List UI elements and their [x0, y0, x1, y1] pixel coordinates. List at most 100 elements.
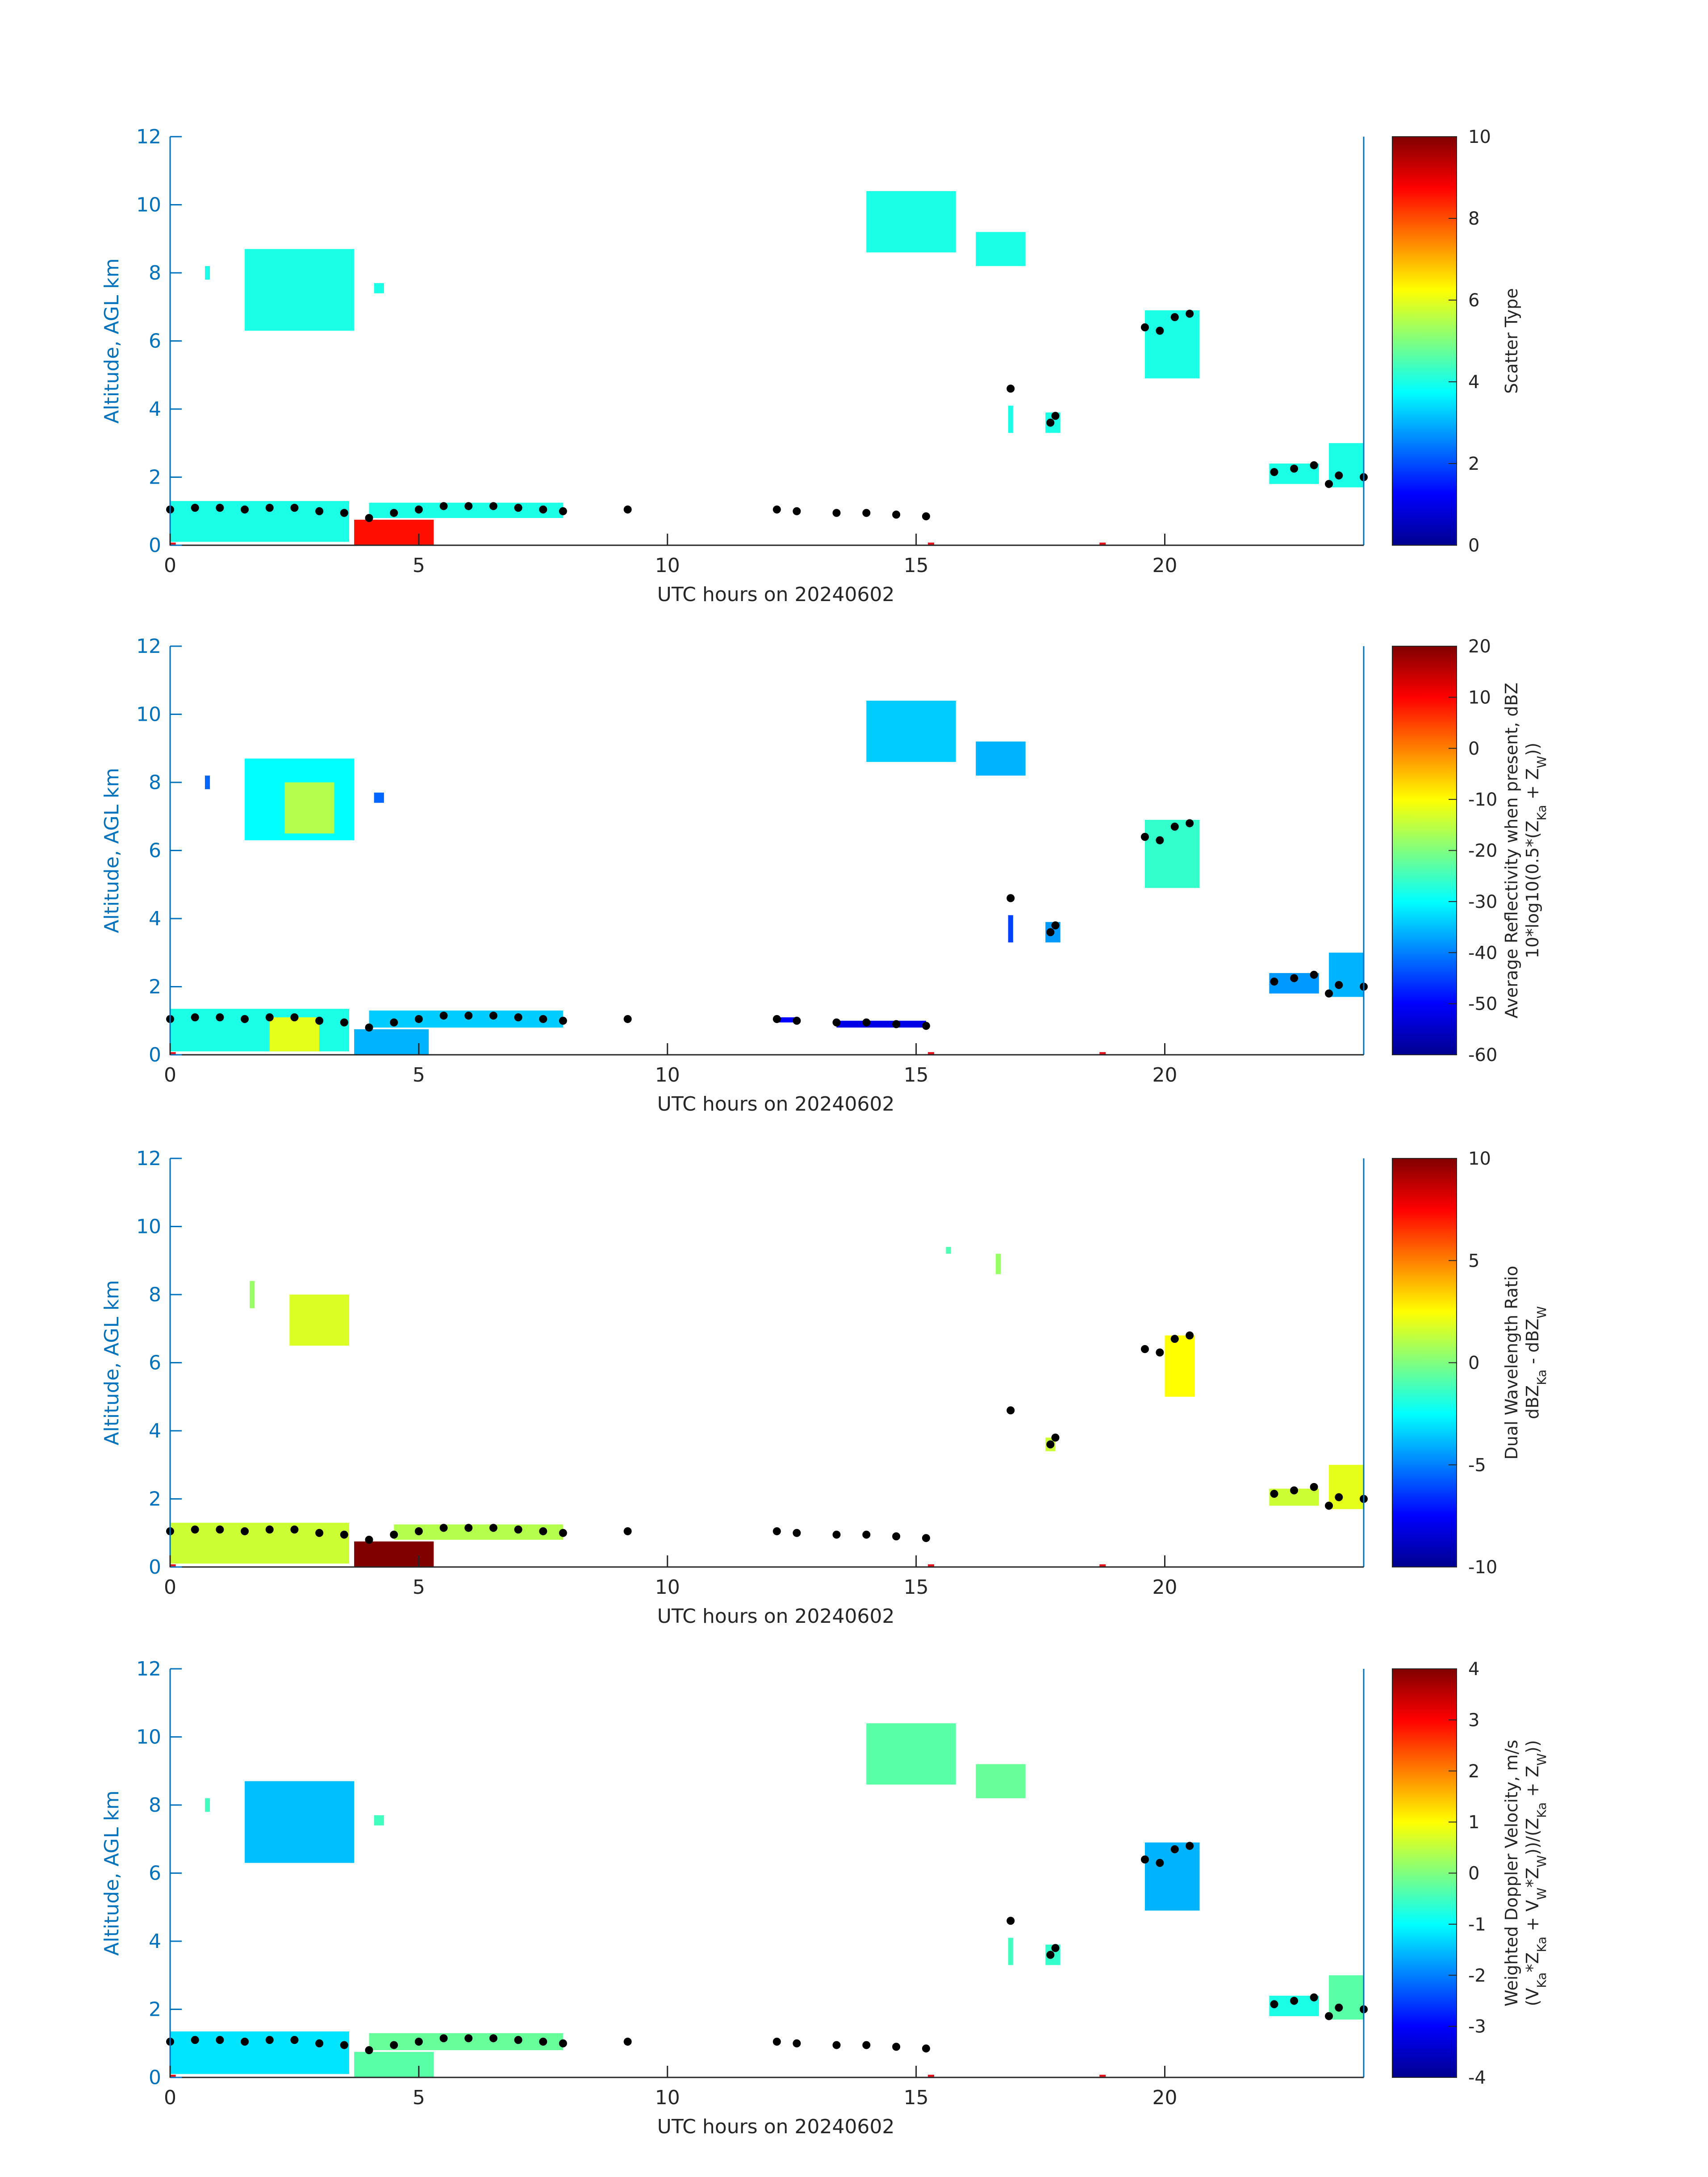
y-tick-label: 8: [149, 771, 161, 794]
data-region: [289, 1295, 349, 1346]
cloud-top-point: [340, 1530, 348, 1539]
cloud-top-point: [559, 2039, 567, 2047]
colorbar-label: Weighted Doppler Velocity, m/s: [1502, 1740, 1521, 2006]
cloud-top-point: [793, 507, 801, 515]
cloud-top-point: [892, 510, 901, 519]
data-region: [866, 1723, 956, 1785]
colorbar-tick-label: -10: [1468, 790, 1497, 810]
cloud-top-point: [862, 509, 871, 517]
cloud-top-point: [773, 1015, 781, 1023]
cloud-top-point: [559, 507, 567, 515]
cloud-top-point: [1335, 471, 1343, 480]
colorbar-tick-label: -40: [1468, 943, 1497, 963]
x-axis-label: UTC hours on 20240602: [657, 1093, 895, 1116]
cloud-top-point: [892, 1020, 901, 1028]
cloud-top-point: [464, 1011, 473, 1020]
cloud-top-point: [1046, 418, 1055, 427]
data-region: [250, 1281, 255, 1308]
y-tick-label: 8: [149, 1283, 161, 1306]
cloud-top-point: [514, 1525, 522, 1534]
cloud-top-point: [315, 1016, 324, 1025]
cloud-top-point: [1310, 1483, 1318, 1491]
colorbar-tick-label: 6: [1468, 290, 1479, 311]
y-tick-label: 12: [136, 1658, 161, 1680]
data-region: [245, 249, 355, 331]
cloud-top-point: [1335, 981, 1343, 989]
cloud-top-point: [1186, 819, 1194, 827]
data-region: [374, 283, 384, 293]
y-tick-label: 2: [149, 976, 161, 999]
cloud-top-point: [1006, 1406, 1015, 1415]
colorbar-tick-label: -2: [1468, 1965, 1486, 1986]
cloud-top-point: [1186, 1842, 1194, 1850]
y-tick-label: 2: [149, 1488, 161, 1511]
surface-mark: [1099, 1052, 1106, 1055]
x-tick-label: 0: [164, 2086, 176, 2109]
cloud-top-point: [1325, 989, 1333, 998]
cloud-top-point: [340, 1018, 348, 1027]
cloud-top-point: [265, 2036, 274, 2044]
cloud-top-point: [832, 1530, 841, 1539]
colorbar-tick-label: 8: [1468, 209, 1479, 229]
cloud-top-point: [793, 1016, 801, 1025]
cloud-top-point: [241, 1527, 249, 1535]
cloud-top-point: [191, 1013, 199, 1022]
cloud-top-point: [439, 2034, 448, 2043]
cloud-top-point: [1270, 1490, 1278, 1498]
surface-mark: [169, 1052, 176, 1055]
colorbar-tick-label: 10: [1468, 1149, 1491, 1169]
y-tick-label: 6: [149, 1862, 161, 1885]
colorbar-tick-label: -1: [1468, 1914, 1486, 1935]
cloud-top-point: [489, 2034, 497, 2043]
data-region: [866, 701, 956, 762]
colorbar-tick-label: -10: [1468, 1557, 1497, 1578]
cloud-top-point: [1270, 2000, 1278, 2009]
cloud-top-point: [464, 1524, 473, 1532]
cloud-top-point: [1006, 384, 1015, 393]
cloud-top-point: [1170, 1845, 1179, 1854]
data-region: [976, 741, 1026, 776]
cloud-top-point: [315, 1529, 324, 1537]
data-region: [205, 1798, 210, 1812]
cloud-top-point: [439, 1524, 448, 1532]
data-region: [374, 792, 384, 803]
cloud-top-point: [1335, 2003, 1343, 2012]
data-region: [284, 782, 334, 834]
x-tick-label: 0: [164, 1064, 176, 1086]
cloud-top-point: [340, 509, 348, 517]
data-region: [1165, 1335, 1195, 1397]
panel-3: 0 2 4 6 8 10 12 0 5 10 15 20 UTC hours on 20240602 Al…: [100, 1147, 1549, 1628]
cloud-top-point: [1051, 921, 1060, 930]
cloud-top-point: [1325, 2012, 1333, 2020]
data-region: [995, 1254, 1001, 1274]
cloud-top-point: [489, 1011, 497, 1020]
cloud-top-point: [623, 505, 632, 514]
cloud-top-point: [862, 1530, 871, 1539]
cloud-top-point: [216, 504, 224, 512]
colorbar-tick-label: 0: [1468, 535, 1479, 556]
y-tick-label: 0: [149, 1044, 161, 1066]
cloud-top-point: [414, 1527, 423, 1535]
surface-mark: [928, 2075, 935, 2078]
data-region: [205, 266, 210, 280]
cloud-top-point: [464, 2034, 473, 2043]
y-tick-label: 10: [136, 1216, 161, 1238]
colorbar-tick-label: 0: [1468, 1353, 1479, 1374]
cloud-top-point: [489, 1524, 497, 1532]
cloud-top-point: [1051, 1433, 1060, 1442]
cloud-top-point: [1140, 1345, 1149, 1353]
data-region: [836, 1020, 926, 1028]
cloud-top-point: [241, 505, 249, 514]
x-tick-label: 20: [1153, 1576, 1178, 1599]
cloud-top-point: [514, 1013, 522, 1022]
y-tick-label: 0: [149, 2066, 161, 2089]
cloud-top-point: [290, 2036, 299, 2044]
cloud-top-point: [1186, 309, 1194, 318]
cloud-top-point: [1310, 461, 1318, 469]
colorbar-label: Scatter Type: [1502, 288, 1521, 393]
x-tick-label: 0: [164, 554, 176, 577]
y-tick-label: 0: [149, 1556, 161, 1579]
cloud-top-point: [340, 2041, 348, 2049]
